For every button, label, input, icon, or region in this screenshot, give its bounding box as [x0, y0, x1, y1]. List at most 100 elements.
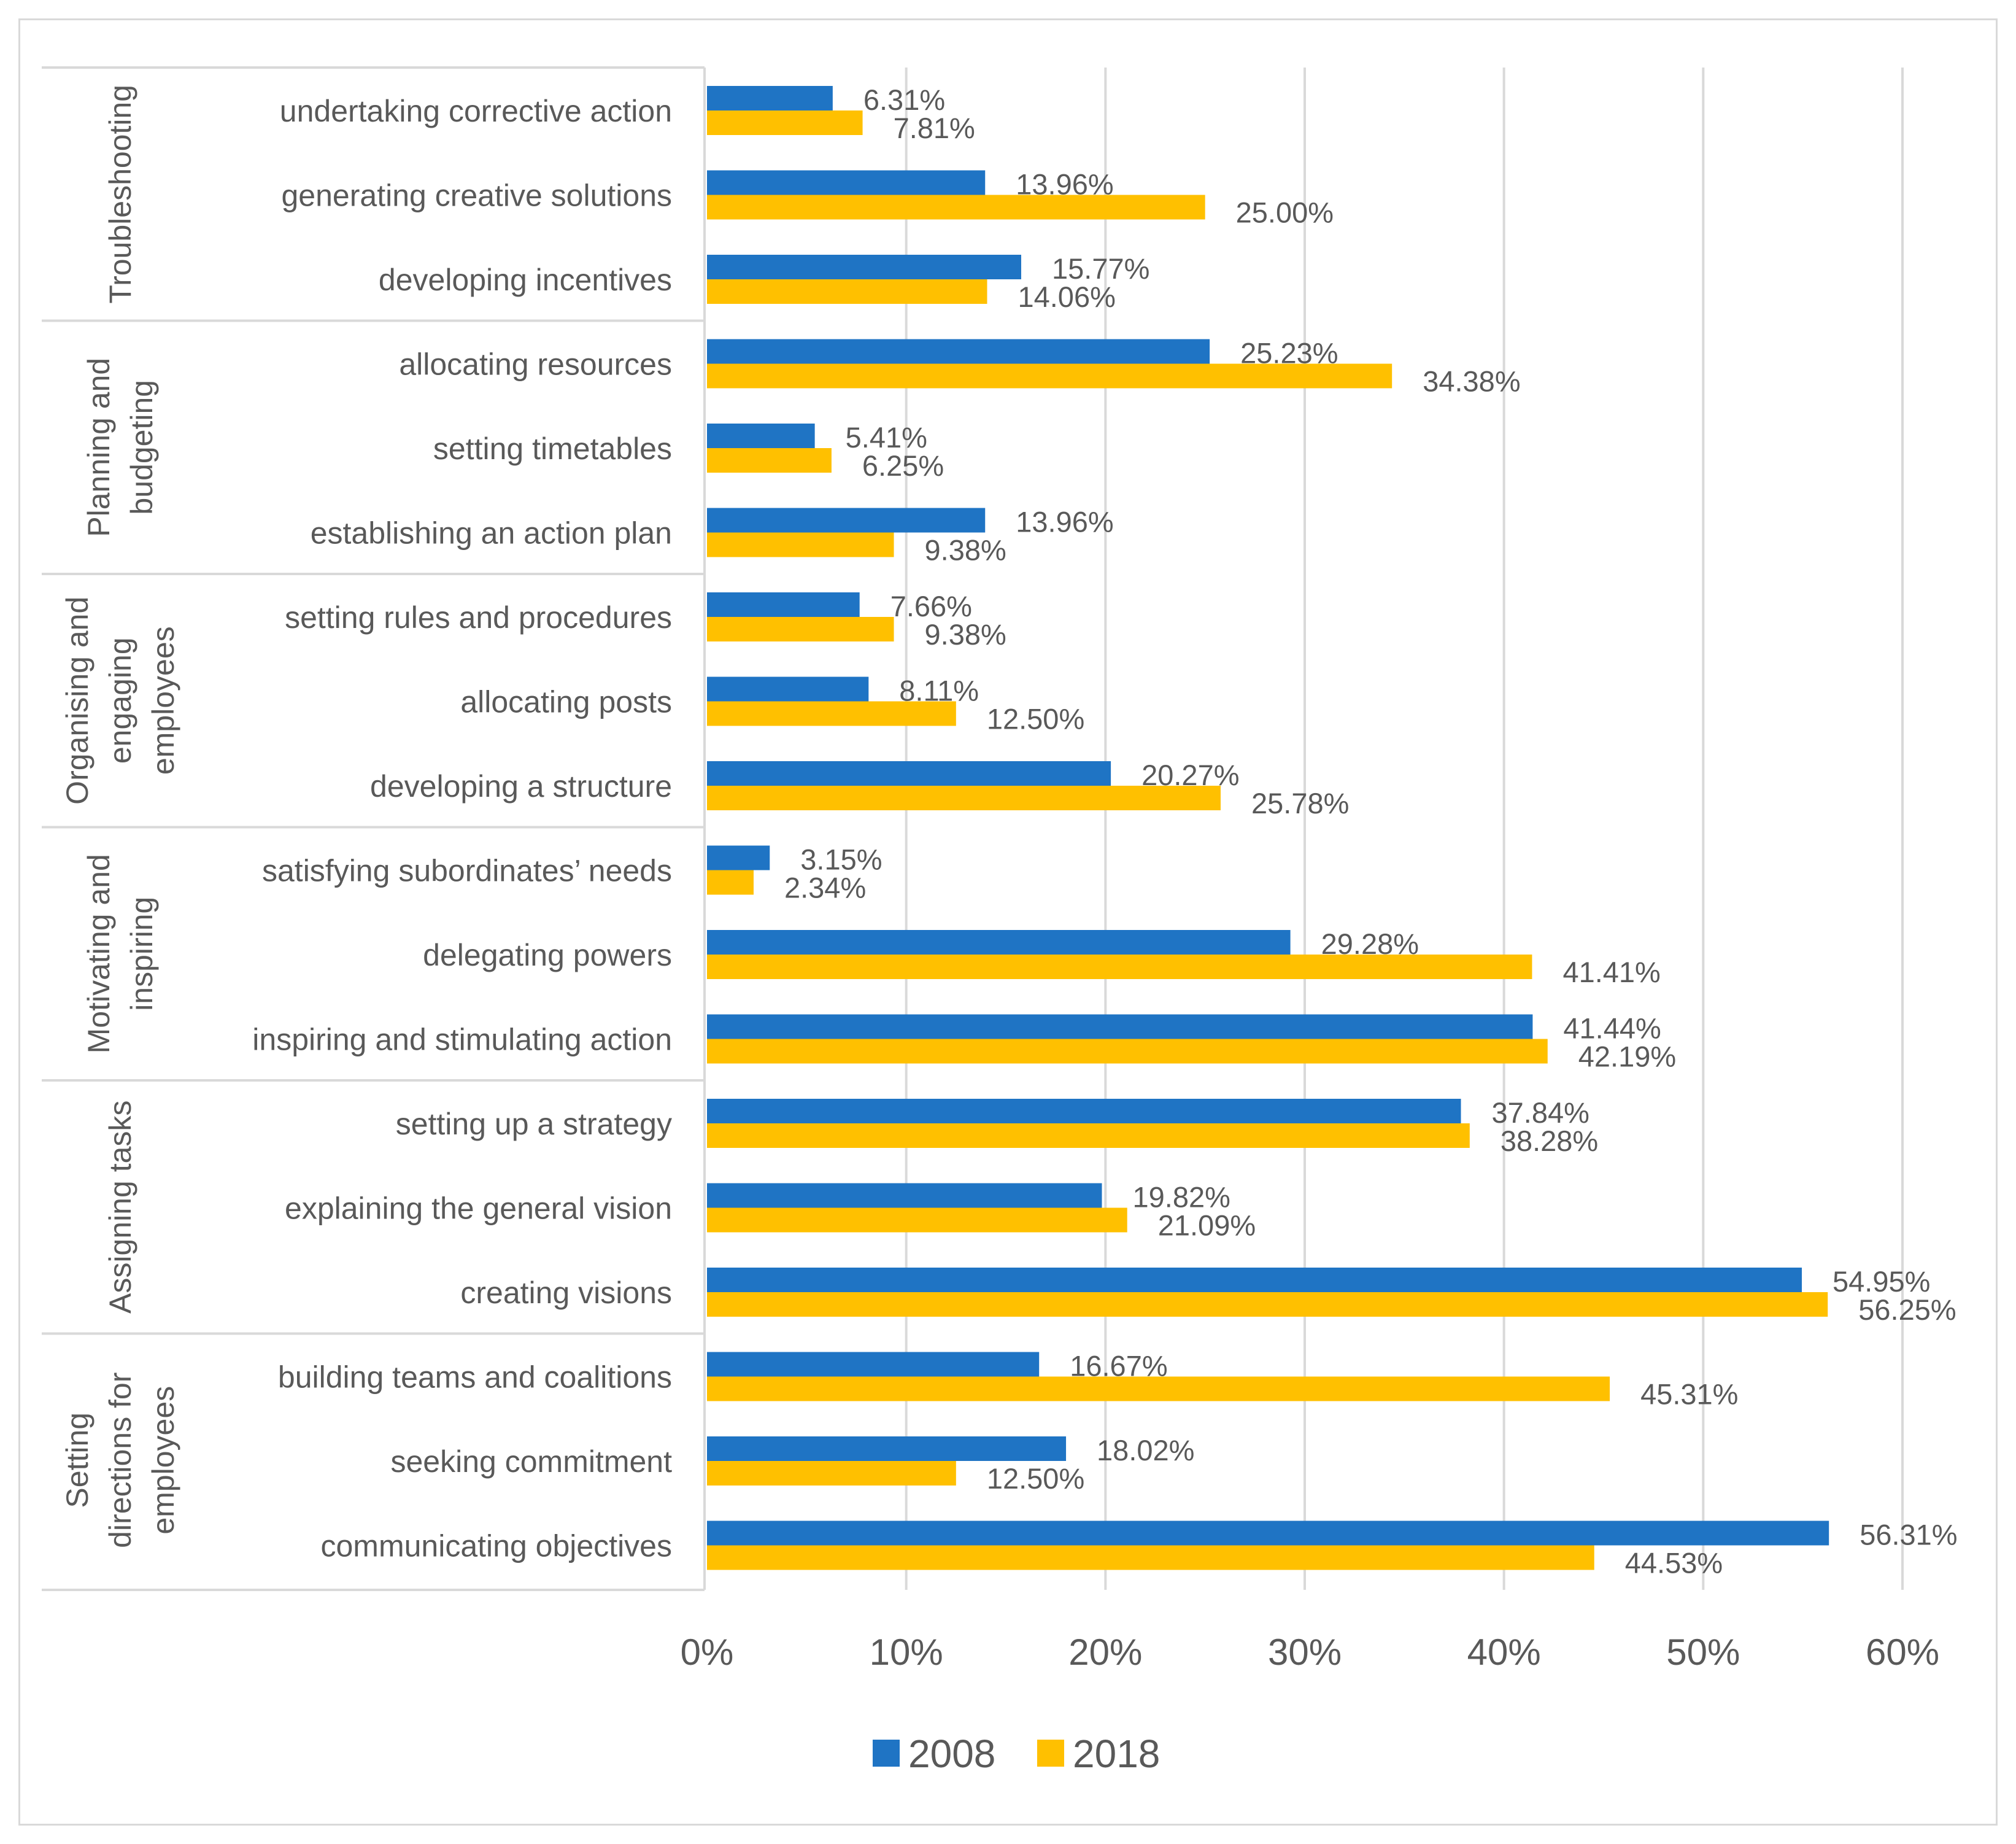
- group-label: Assigning tasks: [103, 1101, 137, 1314]
- bar-2008: [707, 1436, 1067, 1461]
- data-label-2018: 12.50%: [987, 1462, 1084, 1495]
- group-label: engaging: [103, 637, 137, 764]
- bar-2018: [707, 1376, 1610, 1401]
- bar-2008: [707, 1268, 1802, 1292]
- bar-2018: [707, 363, 1392, 389]
- category-label: inspiring and stimulating action: [252, 1023, 672, 1057]
- data-label-2018: 6.25%: [862, 449, 944, 482]
- bar-2008: [707, 508, 986, 533]
- data-label-2008: 25.23%: [1240, 337, 1338, 370]
- data-label-2018: 25.78%: [1251, 787, 1349, 819]
- data-label-2008: 16.67%: [1070, 1350, 1167, 1382]
- bar-2008: [707, 1521, 1829, 1546]
- x-tick-label: 50%: [1666, 1632, 1740, 1673]
- data-label-2008: 6.31%: [863, 83, 945, 116]
- bar-2018: [707, 955, 1532, 979]
- bar-2018: [707, 701, 956, 726]
- data-label-2008: 37.84%: [1492, 1096, 1589, 1129]
- data-label-2018: 25.00%: [1236, 196, 1334, 229]
- data-label-2008: 20.27%: [1141, 759, 1239, 791]
- data-label-2018: 34.38%: [1423, 365, 1520, 398]
- category-label: setting timetables: [433, 432, 672, 466]
- category-label: satisfying subordinates’ needs: [262, 854, 672, 888]
- data-label-2008: 18.02%: [1097, 1434, 1194, 1466]
- x-tick-label: 30%: [1268, 1632, 1342, 1673]
- group-label: Motivating and: [82, 854, 116, 1053]
- data-label-2008: 13.96%: [1016, 506, 1113, 538]
- bar-2008: [707, 761, 1111, 786]
- data-label-2018: 38.28%: [1500, 1125, 1598, 1157]
- bar-2008: [707, 86, 833, 110]
- bar-2018: [707, 1292, 1828, 1317]
- bar-2008: [707, 930, 1291, 955]
- bar-2018: [707, 1207, 1127, 1233]
- group-label: Setting: [60, 1412, 95, 1508]
- bar-2018: [707, 195, 1205, 220]
- category-label: allocating posts: [460, 685, 672, 719]
- data-label-2008: 5.41%: [846, 421, 927, 454]
- category-label: allocating resources: [399, 347, 672, 382]
- legend-swatch-2008: [873, 1740, 900, 1767]
- data-label-2018: 12.50%: [987, 703, 1084, 735]
- data-label-2008: 56.31%: [1860, 1519, 1957, 1551]
- data-label-2008: 54.95%: [1833, 1265, 1930, 1298]
- data-label-2018: 7.81%: [894, 112, 975, 144]
- bar-2018: [707, 448, 832, 473]
- data-label-2018: 44.53%: [1625, 1547, 1723, 1579]
- category-label: creating visions: [460, 1276, 672, 1310]
- data-label-2018: 21.09%: [1158, 1209, 1256, 1242]
- group-label: directions for: [103, 1373, 137, 1548]
- group-label: employees: [146, 626, 180, 775]
- group-label: inspiring: [125, 897, 159, 1011]
- x-tick-label: 60%: [1866, 1632, 1939, 1673]
- category-label: explaining the general vision: [285, 1191, 672, 1226]
- data-label-2008: 3.15%: [800, 843, 882, 876]
- data-label-2018: 9.38%: [925, 534, 1006, 567]
- category-label: delegating powers: [423, 938, 672, 972]
- data-label-2018: 42.19%: [1578, 1040, 1676, 1073]
- bar-2018: [707, 1545, 1594, 1570]
- data-label-2008: 41.44%: [1563, 1012, 1661, 1045]
- bar-2008: [707, 339, 1210, 364]
- bar-2008: [707, 676, 869, 702]
- x-tick-label: 0%: [681, 1632, 734, 1673]
- bar-2018: [707, 279, 987, 304]
- category-label: setting rules and procedures: [285, 600, 672, 635]
- x-tick-label: 20%: [1068, 1632, 1142, 1673]
- bar-2008: [707, 1014, 1533, 1039]
- data-label-2018: 45.31%: [1640, 1378, 1738, 1411]
- bar-2018: [707, 870, 754, 895]
- group-label: Planning and: [82, 358, 116, 537]
- x-tick-label: 40%: [1467, 1632, 1541, 1673]
- bar-2018: [707, 786, 1221, 810]
- category-label: generating creative solutions: [282, 179, 673, 213]
- bar-2018: [707, 1039, 1548, 1064]
- category-label: seeking commitment: [391, 1444, 673, 1479]
- data-label-2008: 19.82%: [1132, 1181, 1230, 1214]
- bar-2008: [707, 170, 986, 195]
- bar-2008: [707, 592, 860, 617]
- group-label: employees: [146, 1386, 180, 1535]
- category-label: establishing an action plan: [311, 516, 672, 551]
- bar-2008: [707, 1183, 1102, 1208]
- data-label-2018: 9.38%: [925, 618, 1006, 651]
- legend-swatch-2018: [1037, 1740, 1064, 1767]
- category-label: setting up a strategy: [396, 1107, 672, 1141]
- data-label-2008: 29.28%: [1321, 928, 1419, 960]
- category-label: communicating objectives: [321, 1529, 673, 1563]
- bar-2008: [707, 1099, 1461, 1123]
- x-tick-label: 10%: [870, 1632, 943, 1673]
- bar-2018: [707, 532, 894, 557]
- data-label-2008: 7.66%: [890, 590, 972, 622]
- data-label-2008: 8.11%: [899, 675, 979, 707]
- data-label-2018: 2.34%: [784, 872, 866, 904]
- category-label: undertaking corrective action: [280, 94, 672, 128]
- bar-2008: [707, 1352, 1040, 1377]
- group-label: Organising and: [60, 597, 95, 805]
- data-label-2008: 15.77%: [1052, 252, 1149, 285]
- group-label: Troubleshooting: [103, 85, 137, 304]
- category-label: building teams and coalitions: [278, 1360, 672, 1395]
- bar-2018: [707, 110, 863, 135]
- bar-2008: [707, 845, 770, 870]
